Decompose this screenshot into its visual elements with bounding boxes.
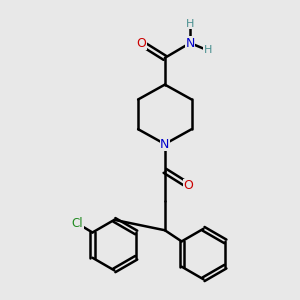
Text: H: H: [204, 45, 212, 56]
Text: O: O: [136, 37, 146, 50]
Text: Cl: Cl: [72, 217, 83, 230]
Text: O: O: [184, 179, 194, 192]
Text: N: N: [185, 37, 195, 50]
Text: H: H: [186, 19, 194, 29]
Text: N: N: [160, 138, 170, 151]
